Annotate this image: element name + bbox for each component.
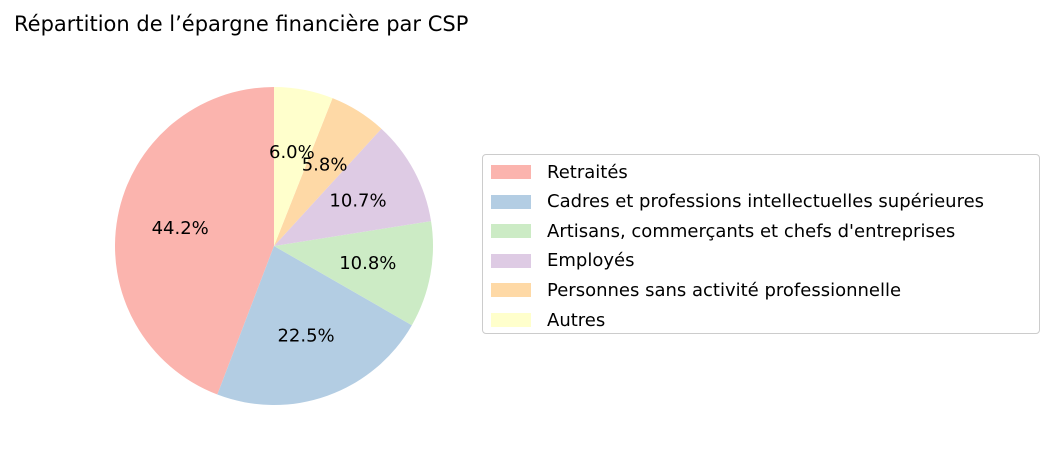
pie-slice-personnes-sans-activite-professionnelle (274, 98, 382, 247)
slice-label: 10.7% (329, 190, 386, 211)
chart-title: Répartition de l’épargne financière par … (14, 12, 469, 36)
legend-label: Personnes sans activité professionnelle (547, 279, 902, 301)
legend-swatch (491, 253, 531, 268)
slice-label: 6.0% (269, 142, 315, 163)
legend-swatch (491, 165, 531, 179)
legend-label: Employés (547, 250, 635, 272)
legend-label: Artisans, commerçants et chefs d'entrepr… (547, 220, 956, 242)
pie-slice-cadres-et-professions-intellectuelles-superieures (217, 246, 412, 405)
legend-swatch (491, 313, 531, 327)
slice-label: 22.5% (277, 325, 334, 346)
legend-swatch (491, 224, 531, 239)
pie-slice-employes (274, 128, 432, 246)
legend-item: Artisans, commerçants et chefs d'entrepr… (491, 216, 955, 246)
slice-label: 5.8% (302, 155, 348, 176)
slice-label: 44.2% (152, 218, 209, 239)
pie-slice-retraites (115, 87, 274, 395)
legend-swatch (491, 283, 531, 298)
legend: Retraités Cadres et professions intellect… (482, 154, 1040, 334)
pie-slice-artisans-commercants-et-chefs-d-entreprises (274, 221, 433, 326)
pie-slice-autres (274, 87, 333, 246)
legend-item: Personnes sans activité professionnelle (491, 275, 901, 305)
legend-label: Autres (547, 309, 606, 331)
legend-item: Cadres et professions intellectuelles su… (491, 187, 984, 217)
legend-label: Cadres et professions intellectuelles su… (547, 191, 985, 213)
legend-item: Employés (491, 246, 634, 276)
legend-swatch (491, 194, 531, 209)
legend-label: Retraités (547, 161, 628, 183)
legend-item: Autres (491, 305, 605, 335)
slice-label: 10.8% (339, 253, 396, 274)
legend-item: Retraités (491, 157, 628, 187)
